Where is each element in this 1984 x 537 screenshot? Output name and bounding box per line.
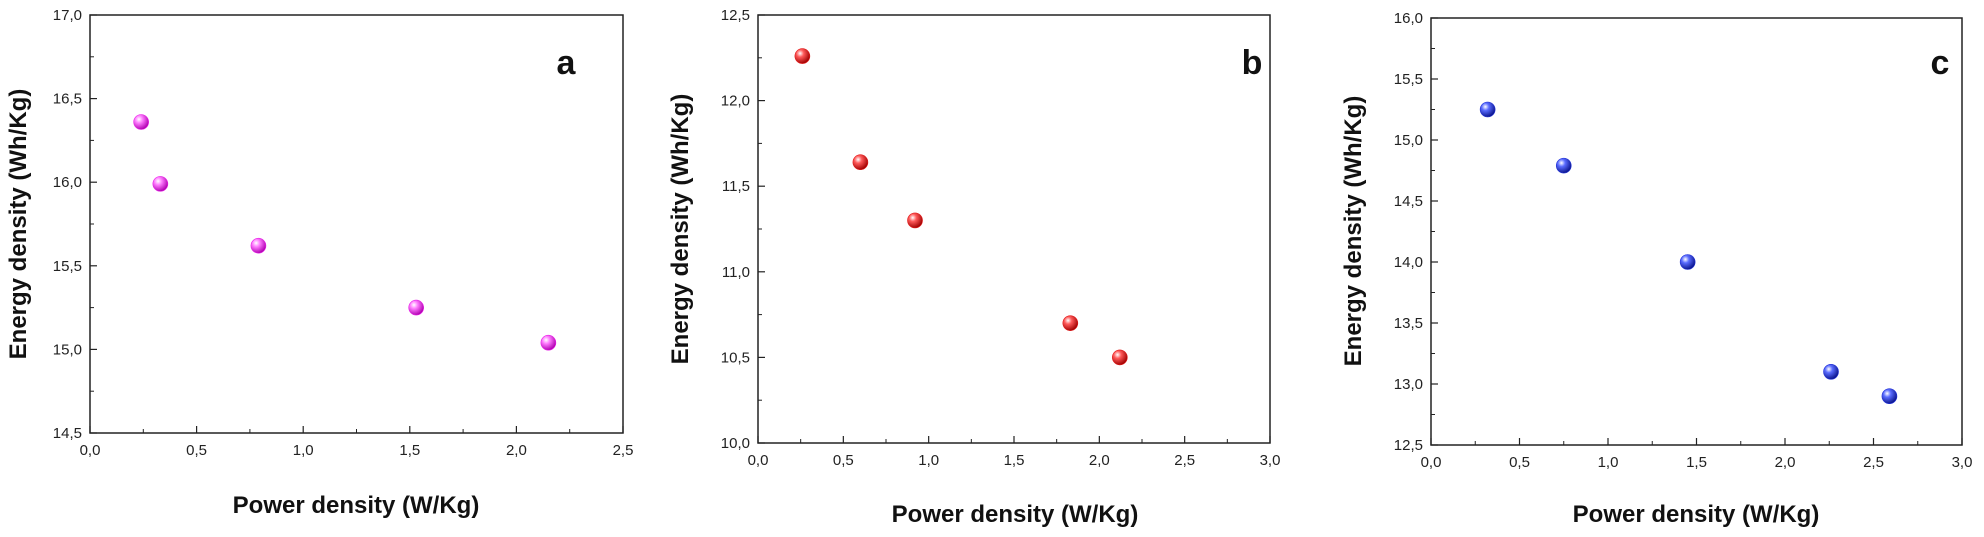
y-tick-label: 15,5 [1394, 71, 1423, 88]
panel-c: 0,0 0,5 1,0 1,5 2,0 2,5 3,0 12,5 13,0 13,5 14,0 14,… [1340, 10, 1972, 528]
data-point [250, 237, 267, 254]
y-tick-label: 13,0 [1394, 376, 1423, 393]
x-tick-label: 1,0 [293, 442, 314, 459]
y-tick-label: 15,0 [53, 341, 82, 358]
x-tick-label: 0,5 [186, 442, 207, 459]
data-point [1823, 363, 1839, 380]
y-tick-label: 13,5 [1394, 315, 1423, 332]
x-axis-label: Power density (W/Kg) [233, 492, 480, 519]
plot-frame [89, 14, 624, 434]
data-point [794, 48, 811, 64]
panel-label: b [1242, 44, 1263, 82]
y-tick-label: 16,0 [1394, 10, 1423, 27]
x-axis-label: Power density (W/Kg) [892, 501, 1139, 528]
data-point [1555, 157, 1572, 174]
x-tick-label: 3,0 [1260, 452, 1281, 469]
data-point [1679, 254, 1696, 270]
x-tick-label: 2,0 [1089, 452, 1110, 469]
x-tick-label: 1,5 [399, 442, 420, 459]
points-group [794, 48, 1128, 366]
y-tick-label: 10,0 [721, 435, 750, 452]
data-point [907, 212, 923, 229]
data-point [1062, 315, 1079, 331]
data-point [152, 176, 169, 192]
y-tick-label: 15,5 [53, 258, 82, 275]
y-tick-label: 15,0 [1394, 132, 1423, 149]
y-tick-label: 12,0 [721, 93, 750, 110]
panel-label: c [1931, 44, 1950, 82]
y-tick-label: 16,5 [53, 91, 82, 108]
y-tick-label: 14,0 [1394, 254, 1423, 271]
y-axis-label: Energy density (Wh/Kg) [1340, 96, 1367, 367]
y-tick-label: 17,0 [53, 7, 82, 24]
points-group [133, 114, 557, 351]
data-point [1881, 388, 1898, 405]
data-point [408, 299, 424, 316]
points-group [1479, 101, 1898, 405]
x-tick-label: 2,5 [1863, 454, 1884, 471]
x-tick-label: 1,5 [1686, 454, 1707, 471]
y-tick-label: 10,5 [721, 349, 750, 366]
x-tick-label: 0,5 [1509, 454, 1530, 471]
x-tick-label: 2,0 [1775, 454, 1796, 471]
x-tick-label: 2,5 [613, 442, 634, 459]
x-tick-label: 3,0 [1952, 454, 1973, 471]
y-tick-label: 11,0 [722, 264, 750, 281]
y-axis-label: Energy density (Wh/Kg) [5, 89, 32, 360]
y-tick-label: 12,5 [1394, 437, 1423, 454]
plot-frame [757, 14, 1271, 444]
x-tick-label: 2,0 [506, 442, 527, 459]
x-tick-label: 0,0 [748, 452, 769, 469]
y-tick-label: 11,5 [722, 178, 750, 195]
ticks-group: 0,0 0,5 1,0 1,5 2,0 2,5 14,5 15,0 15,5 16,0 16,5 17… [53, 7, 634, 459]
ticks-group: 0,0 0,5 1,0 1,5 2,0 2,5 3,0 12,5 13,0 13,5 14,0 14,… [1394, 10, 1973, 471]
data-point [540, 334, 557, 351]
y-tick-label: 14,5 [53, 425, 82, 442]
data-point [852, 154, 869, 171]
y-tick-label: 12,5 [721, 7, 750, 24]
data-point [1112, 349, 1128, 366]
x-tick-label: 1,5 [1004, 452, 1025, 469]
ticks-group: 0,0 0,5 1,0 1,5 2,0 2,5 3,0 10,0 10,5 11,0 11,5 12,… [721, 7, 1281, 469]
plot-frame [1430, 17, 1963, 446]
x-tick-label: 1,0 [1598, 454, 1619, 471]
x-tick-label: 1,0 [918, 452, 939, 469]
panel-b: 0,0 0,5 1,0 1,5 2,0 2,5 3,0 10,0 10,5 11,0 11,5 12,… [667, 7, 1280, 528]
x-axis-label: Power density (W/Kg) [1573, 501, 1820, 528]
x-tick-label: 0,0 [1421, 454, 1442, 471]
x-tick-label: 0,0 [80, 442, 101, 459]
panel-a: 0,0 0,5 1,0 1,5 2,0 2,5 14,5 15,0 15,5 16,0 16,5 17… [5, 7, 633, 519]
data-point [133, 114, 149, 130]
y-tick-label: 14,5 [1394, 193, 1423, 210]
panel-label: a [557, 44, 577, 82]
y-axis-label: Energy density (Wh/Kg) [667, 94, 694, 365]
y-tick-label: 16,0 [53, 174, 82, 191]
data-point [1479, 101, 1496, 118]
x-tick-label: 2,5 [1174, 452, 1195, 469]
x-tick-label: 0,5 [833, 452, 854, 469]
